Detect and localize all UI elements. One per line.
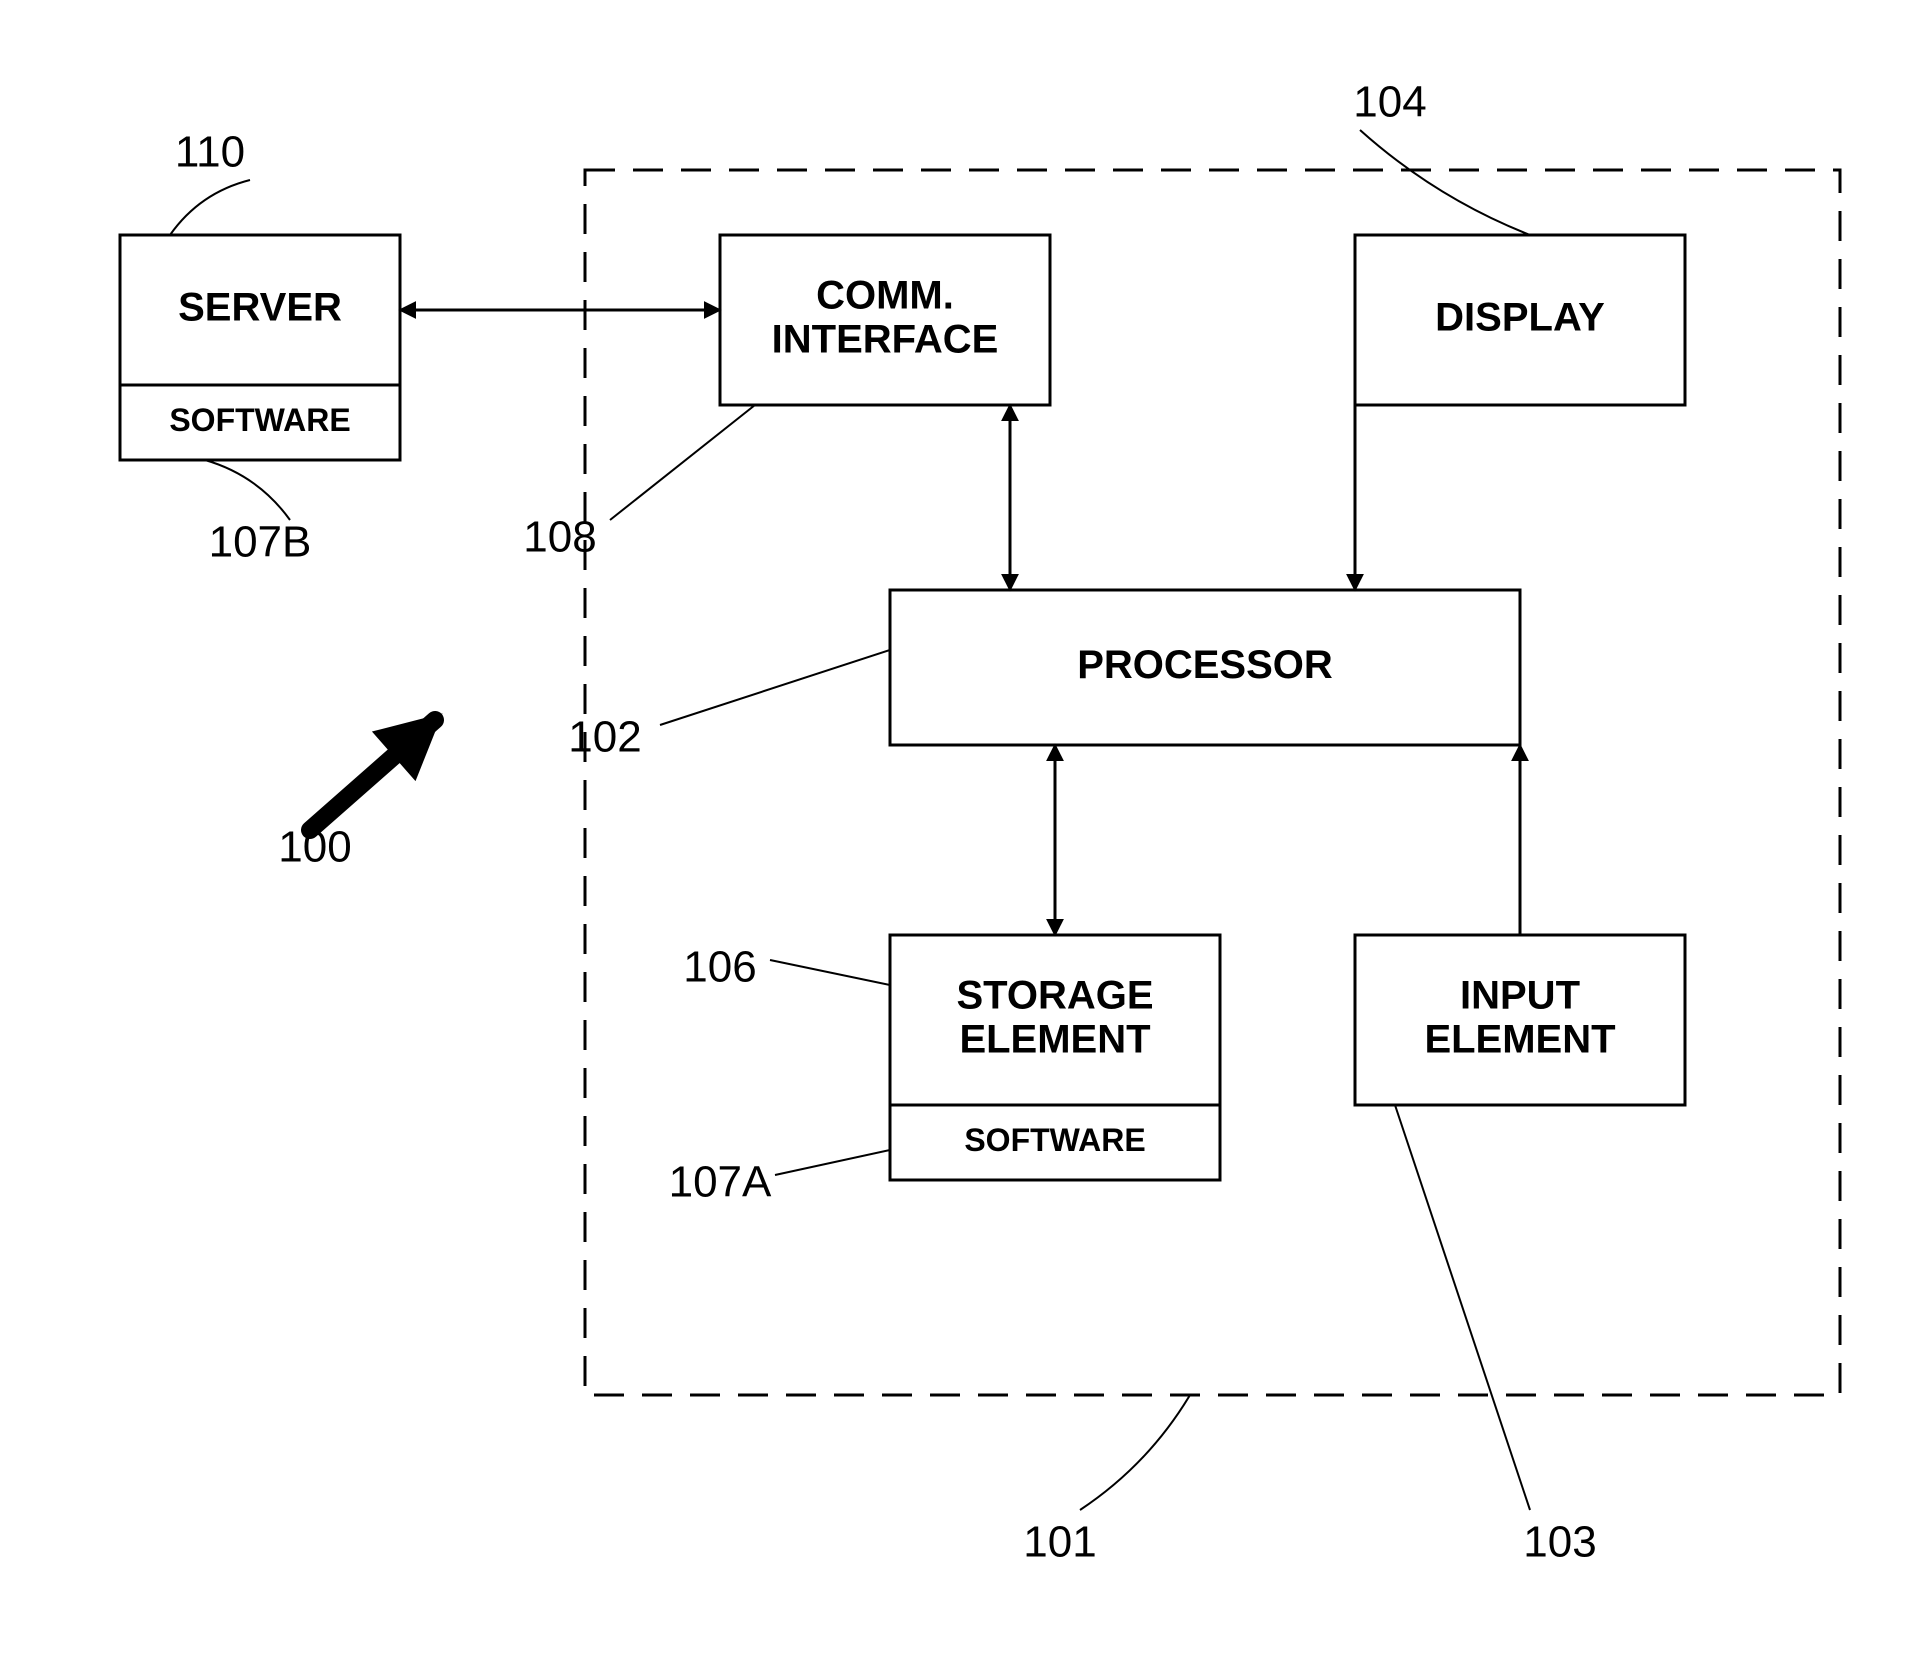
leader-line	[660, 650, 890, 725]
ref-107B: 107B	[209, 518, 312, 567]
input-label: ELEMENT	[1424, 1018, 1615, 1062]
store_sw-label: SOFTWARE	[964, 1122, 1145, 1158]
leader-line	[170, 180, 250, 235]
proc-label: PROCESSOR	[1077, 643, 1333, 687]
server_sw-label: SOFTWARE	[169, 402, 350, 438]
ref-104: 104	[1353, 78, 1426, 127]
leader-line	[205, 460, 290, 520]
ref-101: 101	[1023, 1518, 1096, 1567]
comm-label: COMM.	[816, 274, 954, 318]
leader-line	[1080, 1395, 1190, 1510]
leader-line	[775, 1150, 890, 1175]
leader-line	[1395, 1105, 1530, 1510]
leader-line	[770, 960, 890, 985]
server-label: SERVER	[178, 286, 342, 330]
leader-line	[1360, 130, 1530, 235]
ref-107A: 107A	[669, 1158, 772, 1207]
storage-label: STORAGE	[956, 974, 1153, 1018]
ref-103: 103	[1523, 1518, 1596, 1567]
ref-102: 102	[568, 713, 641, 762]
display-label: DISPLAY	[1435, 296, 1605, 340]
ref-106: 106	[683, 943, 756, 992]
comm-label: INTERFACE	[772, 318, 999, 362]
input-label: INPUT	[1460, 974, 1580, 1018]
storage-label: ELEMENT	[959, 1018, 1150, 1062]
ref-108: 108	[523, 513, 596, 562]
leader-line	[610, 405, 755, 520]
ref-110: 110	[175, 128, 245, 177]
